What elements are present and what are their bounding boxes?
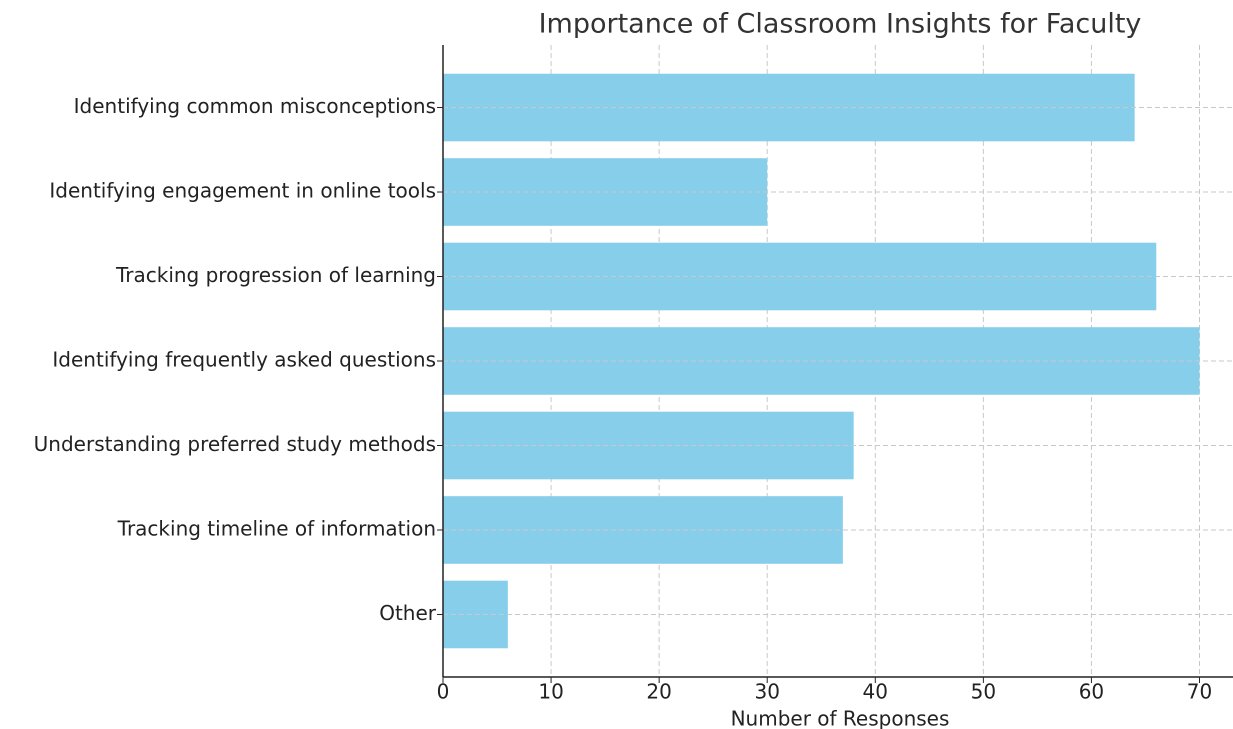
- x-tick-label: 40: [863, 680, 888, 704]
- x-tick-label: 0: [437, 680, 450, 704]
- x-tick-label: 60: [1079, 680, 1104, 704]
- x-axis-label: Number of Responses: [731, 707, 950, 729]
- y-tick-label: Tracking timeline of information: [117, 516, 436, 540]
- y-tick-label: Tracking progression of learning: [115, 263, 436, 287]
- y-tick-label: Identifying common misconceptions: [74, 94, 436, 118]
- x-tick-label: 10: [538, 680, 563, 704]
- y-tick-label: Identifying frequently asked questions: [52, 348, 436, 372]
- y-tick-label: Identifying engagement in online tools: [49, 179, 436, 203]
- x-tick-label: 70: [1187, 680, 1212, 704]
- bar: [443, 411, 854, 480]
- chart-title: Importance of Classroom Insights for Fac…: [539, 9, 1142, 40]
- y-tick-label: Other: [379, 601, 437, 625]
- x-tick-label: 20: [646, 680, 671, 704]
- y-tick-label: Understanding preferred study methods: [34, 432, 436, 456]
- x-tick-label: 50: [971, 680, 996, 704]
- x-tick-label: 30: [754, 680, 779, 704]
